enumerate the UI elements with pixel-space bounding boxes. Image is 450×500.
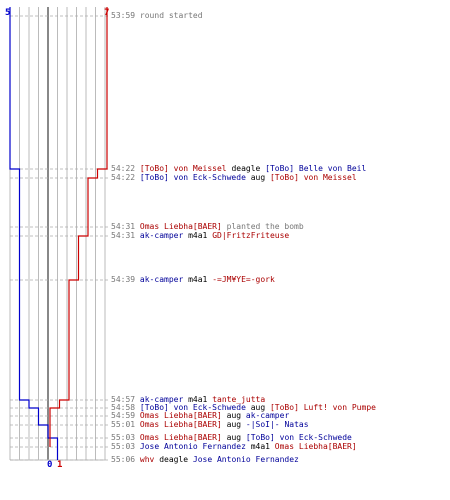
player-name: tante_jutta <box>212 395 266 404</box>
event-row: 55:01 Omas Liebha[BAER] aug -|SoI|- Nata… <box>111 420 309 430</box>
event-time: 54:22 <box>111 173 136 182</box>
weapon-name: deagle <box>226 164 266 173</box>
player-name: [ToBo] von Meissel <box>139 164 227 173</box>
weapon-name: m4a1 <box>183 275 213 284</box>
event-row: 54:59 Omas Liebha[BAER] aug ak-camper <box>111 411 289 421</box>
event-row: 54:22 [ToBo] von Meissel deagle [ToBo] B… <box>111 164 366 174</box>
weapon-name: deagle <box>154 455 193 464</box>
event-row: 55:06 whv deagle Jose Antonio Fernandez <box>111 455 299 465</box>
event-row: 54:31 Omas Liebha[BAER] planted the bomb <box>111 222 304 232</box>
event-message: planted the bomb <box>221 222 304 231</box>
player-name: [ToBo] von Eck-Schwede <box>245 433 352 442</box>
event-message: round started <box>139 11 203 20</box>
weapon-name: aug <box>245 173 270 182</box>
player-name: [ToBo] Luft! von Pumpe <box>269 403 376 412</box>
player-name: ak-camper <box>139 231 184 240</box>
event-time: 54:58 <box>111 403 136 412</box>
player-name: [ToBo] von Meissel <box>269 173 357 182</box>
player-name: Omas Liebha[BAER] <box>139 411 222 420</box>
player-name: Omas Liebha[BAER] <box>139 222 222 231</box>
event-time: 54:57 <box>111 395 136 404</box>
player-name: ak-camper <box>245 411 290 420</box>
t-end-count: 1 <box>57 460 62 470</box>
player-name: Jose Antonio Fernandez <box>139 442 246 451</box>
event-row: 54:57 ak-camper m4a1 tante_jutta <box>111 395 265 405</box>
ct-end-count: 0 <box>47 460 52 470</box>
event-time: 54:31 <box>111 222 136 231</box>
alive-series <box>9 7 108 460</box>
player-name: Omas Liebha[BAER] <box>274 442 357 451</box>
player-name: ak-camper <box>139 275 184 284</box>
event-row: 54:22 [ToBo] von Eck-Schwede aug [ToBo] … <box>111 173 357 183</box>
player-name: GD|FritzFriteuse <box>212 231 290 240</box>
player-name: [ToBo] von Eck-Schwede <box>139 173 246 182</box>
weapon-name: m4a1 <box>183 395 213 404</box>
event-time: 55:03 <box>111 433 136 442</box>
player-name: [ToBo] von Eck-Schwede <box>139 403 246 412</box>
player-name: Omas Liebha[BAER] <box>139 420 222 429</box>
weapon-name: aug <box>221 411 246 420</box>
event-time: 53:59 <box>111 11 136 20</box>
player-name: [ToBo] Belle von Beil <box>265 164 367 173</box>
weapon-name: aug <box>221 420 246 429</box>
event-row: 55:03 Omas Liebha[BAER] aug [ToBo] von E… <box>111 433 352 443</box>
event-time: 55:03 <box>111 442 136 451</box>
event-row: 54:39 ak-camper m4a1 -=JM¥YE=-gork <box>111 275 275 285</box>
t-start-count: 7 <box>104 8 109 18</box>
event-time: 54:22 <box>111 164 136 173</box>
event-row: 55:03 Jose Antonio Fernandez m4a1 Omas L… <box>111 442 357 452</box>
t-alive-line <box>49 7 108 447</box>
event-time: 54:31 <box>111 231 136 240</box>
weapon-name: m4a1 <box>245 442 275 451</box>
weapon-name: aug <box>221 433 246 442</box>
weapon-name: aug <box>245 403 270 412</box>
event-row: 54:31 ak-camper m4a1 GD|FritzFriteuse <box>111 231 289 241</box>
player-name: ak-camper <box>139 395 184 404</box>
event-time: 54:39 <box>111 275 136 284</box>
event-time: 55:01 <box>111 420 136 429</box>
ct-start-count: 5 <box>5 8 10 18</box>
player-name: -=JM¥YE=-gork <box>212 275 275 284</box>
player-name: Omas Liebha[BAER] <box>139 433 222 442</box>
player-name: Jose Antonio Fernandez <box>192 455 299 464</box>
player-name: whv <box>139 455 155 464</box>
event-row: 53:59 round started <box>111 11 203 21</box>
player-name: -|SoI|- Natas <box>245 420 309 429</box>
weapon-name: m4a1 <box>183 231 213 240</box>
event-row: 54:58 [ToBo] von Eck-Schwede aug [ToBo] … <box>111 403 376 413</box>
event-time: 55:06 <box>111 455 136 464</box>
event-time: 54:59 <box>111 411 136 420</box>
